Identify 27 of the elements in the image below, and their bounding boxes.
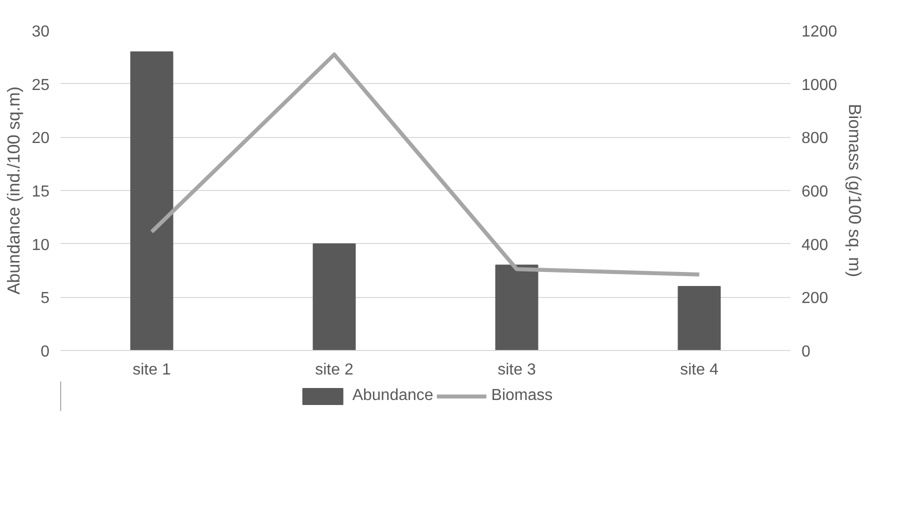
y-tick-label: 10 [32,236,50,254]
y2-tick-label: 200 [802,290,828,308]
y-tick-label: 5 [40,290,50,308]
legend-label: Abundance [352,387,434,405]
y2-tick-label: 600 [802,184,828,200]
bar [678,286,721,350]
x-tick-label: site 4 [680,362,718,378]
legend-label: Biomass [491,387,553,405]
x-tick-label: site 2 [315,362,354,378]
y-tick-label: 20 [32,130,50,148]
bar [312,243,356,350]
y2-tick-label: 800 [802,130,828,148]
y2-tick-label: 400 [802,236,828,254]
x-tick-label: site 3 [498,362,536,378]
y2-tick-label: 1000 [802,76,838,94]
y-tick-label: 15 [32,184,50,200]
y-tick-label: 25 [32,76,50,94]
y-tick-label: 30 [32,24,50,40]
line-series [150,52,702,276]
y2-tick-label: 0 [802,344,810,360]
y-axis-title: Abundance (ind./100 sq.m) [4,86,24,295]
y2-tick-label: 1200 [802,24,838,40]
y2-axis-title: Biomass (g/100 sq. m) [845,104,866,278]
x-tick-label: site 1 [132,362,171,378]
bar [130,51,174,350]
bar [495,264,538,350]
y-tick-label: 0 [40,344,50,360]
